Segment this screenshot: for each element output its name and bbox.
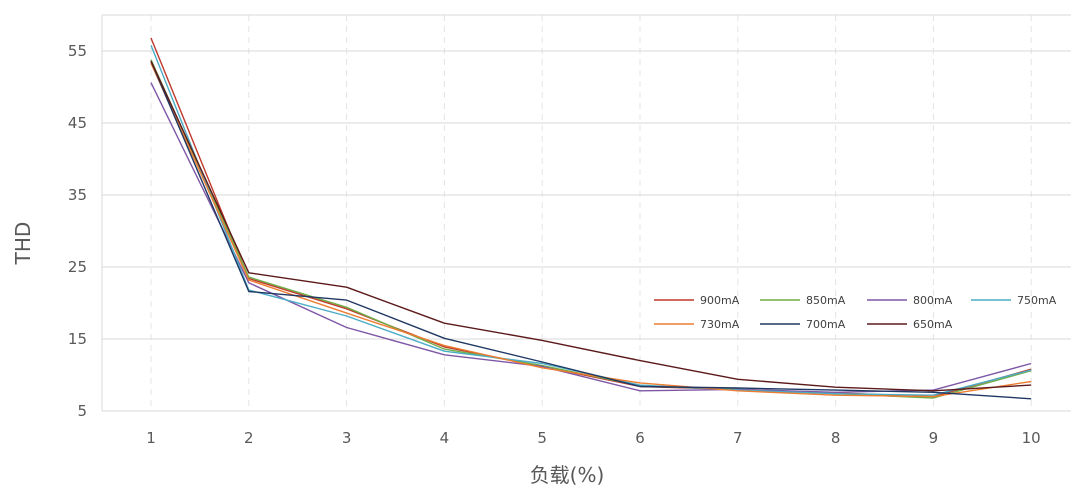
y-tick-label: 5 bbox=[77, 402, 87, 420]
grid bbox=[101, 14, 1071, 412]
legend-label: 700mA bbox=[806, 318, 846, 331]
series-lines bbox=[150, 37, 1032, 400]
series-line-750mA bbox=[150, 44, 1032, 396]
y-axis-ticks: 5 15 25 35 45 55 bbox=[68, 42, 87, 420]
x-tick-label: 6 bbox=[635, 429, 645, 447]
x-axis-ticks: 1 2 3 4 5 6 7 8 9 10 bbox=[146, 429, 1041, 447]
y-axis-title: THD bbox=[11, 222, 35, 266]
y-tick-label: 35 bbox=[68, 186, 87, 204]
legend-label: 900mA bbox=[700, 294, 740, 307]
x-tick-label: 9 bbox=[929, 429, 939, 447]
legend-label: 850mA bbox=[806, 294, 846, 307]
series-line-700mA bbox=[150, 60, 1032, 400]
legend-label: 800mA bbox=[913, 294, 953, 307]
x-tick-label: 3 bbox=[342, 429, 352, 447]
legend-label: 750mA bbox=[1017, 294, 1057, 307]
x-tick-label: 10 bbox=[1022, 429, 1041, 447]
x-tick-label: 5 bbox=[537, 429, 547, 447]
legend-label: 650mA bbox=[913, 318, 953, 331]
legend-label: 730mA bbox=[700, 318, 740, 331]
x-tick-label: 8 bbox=[831, 429, 841, 447]
series-line-800mA bbox=[150, 82, 1032, 393]
x-tick-label: 2 bbox=[244, 429, 254, 447]
legend: 900mA 850mA 800mA 750mA 730mA 700mA 650mA bbox=[654, 294, 1057, 331]
y-tick-label: 45 bbox=[68, 114, 87, 132]
x-tick-label: 4 bbox=[440, 429, 450, 447]
y-tick-label: 55 bbox=[68, 42, 87, 60]
series-line-650mA bbox=[150, 60, 1032, 392]
y-tick-label: 25 bbox=[68, 258, 87, 276]
x-tick-label: 7 bbox=[733, 429, 743, 447]
x-axis-title: 负载(%) bbox=[530, 463, 605, 487]
series-line-730mA bbox=[150, 62, 1032, 398]
y-tick-label: 15 bbox=[68, 330, 87, 348]
x-tick-label: 1 bbox=[146, 429, 156, 447]
series-line-850mA bbox=[150, 59, 1032, 399]
series-line-900mA bbox=[150, 37, 1032, 398]
